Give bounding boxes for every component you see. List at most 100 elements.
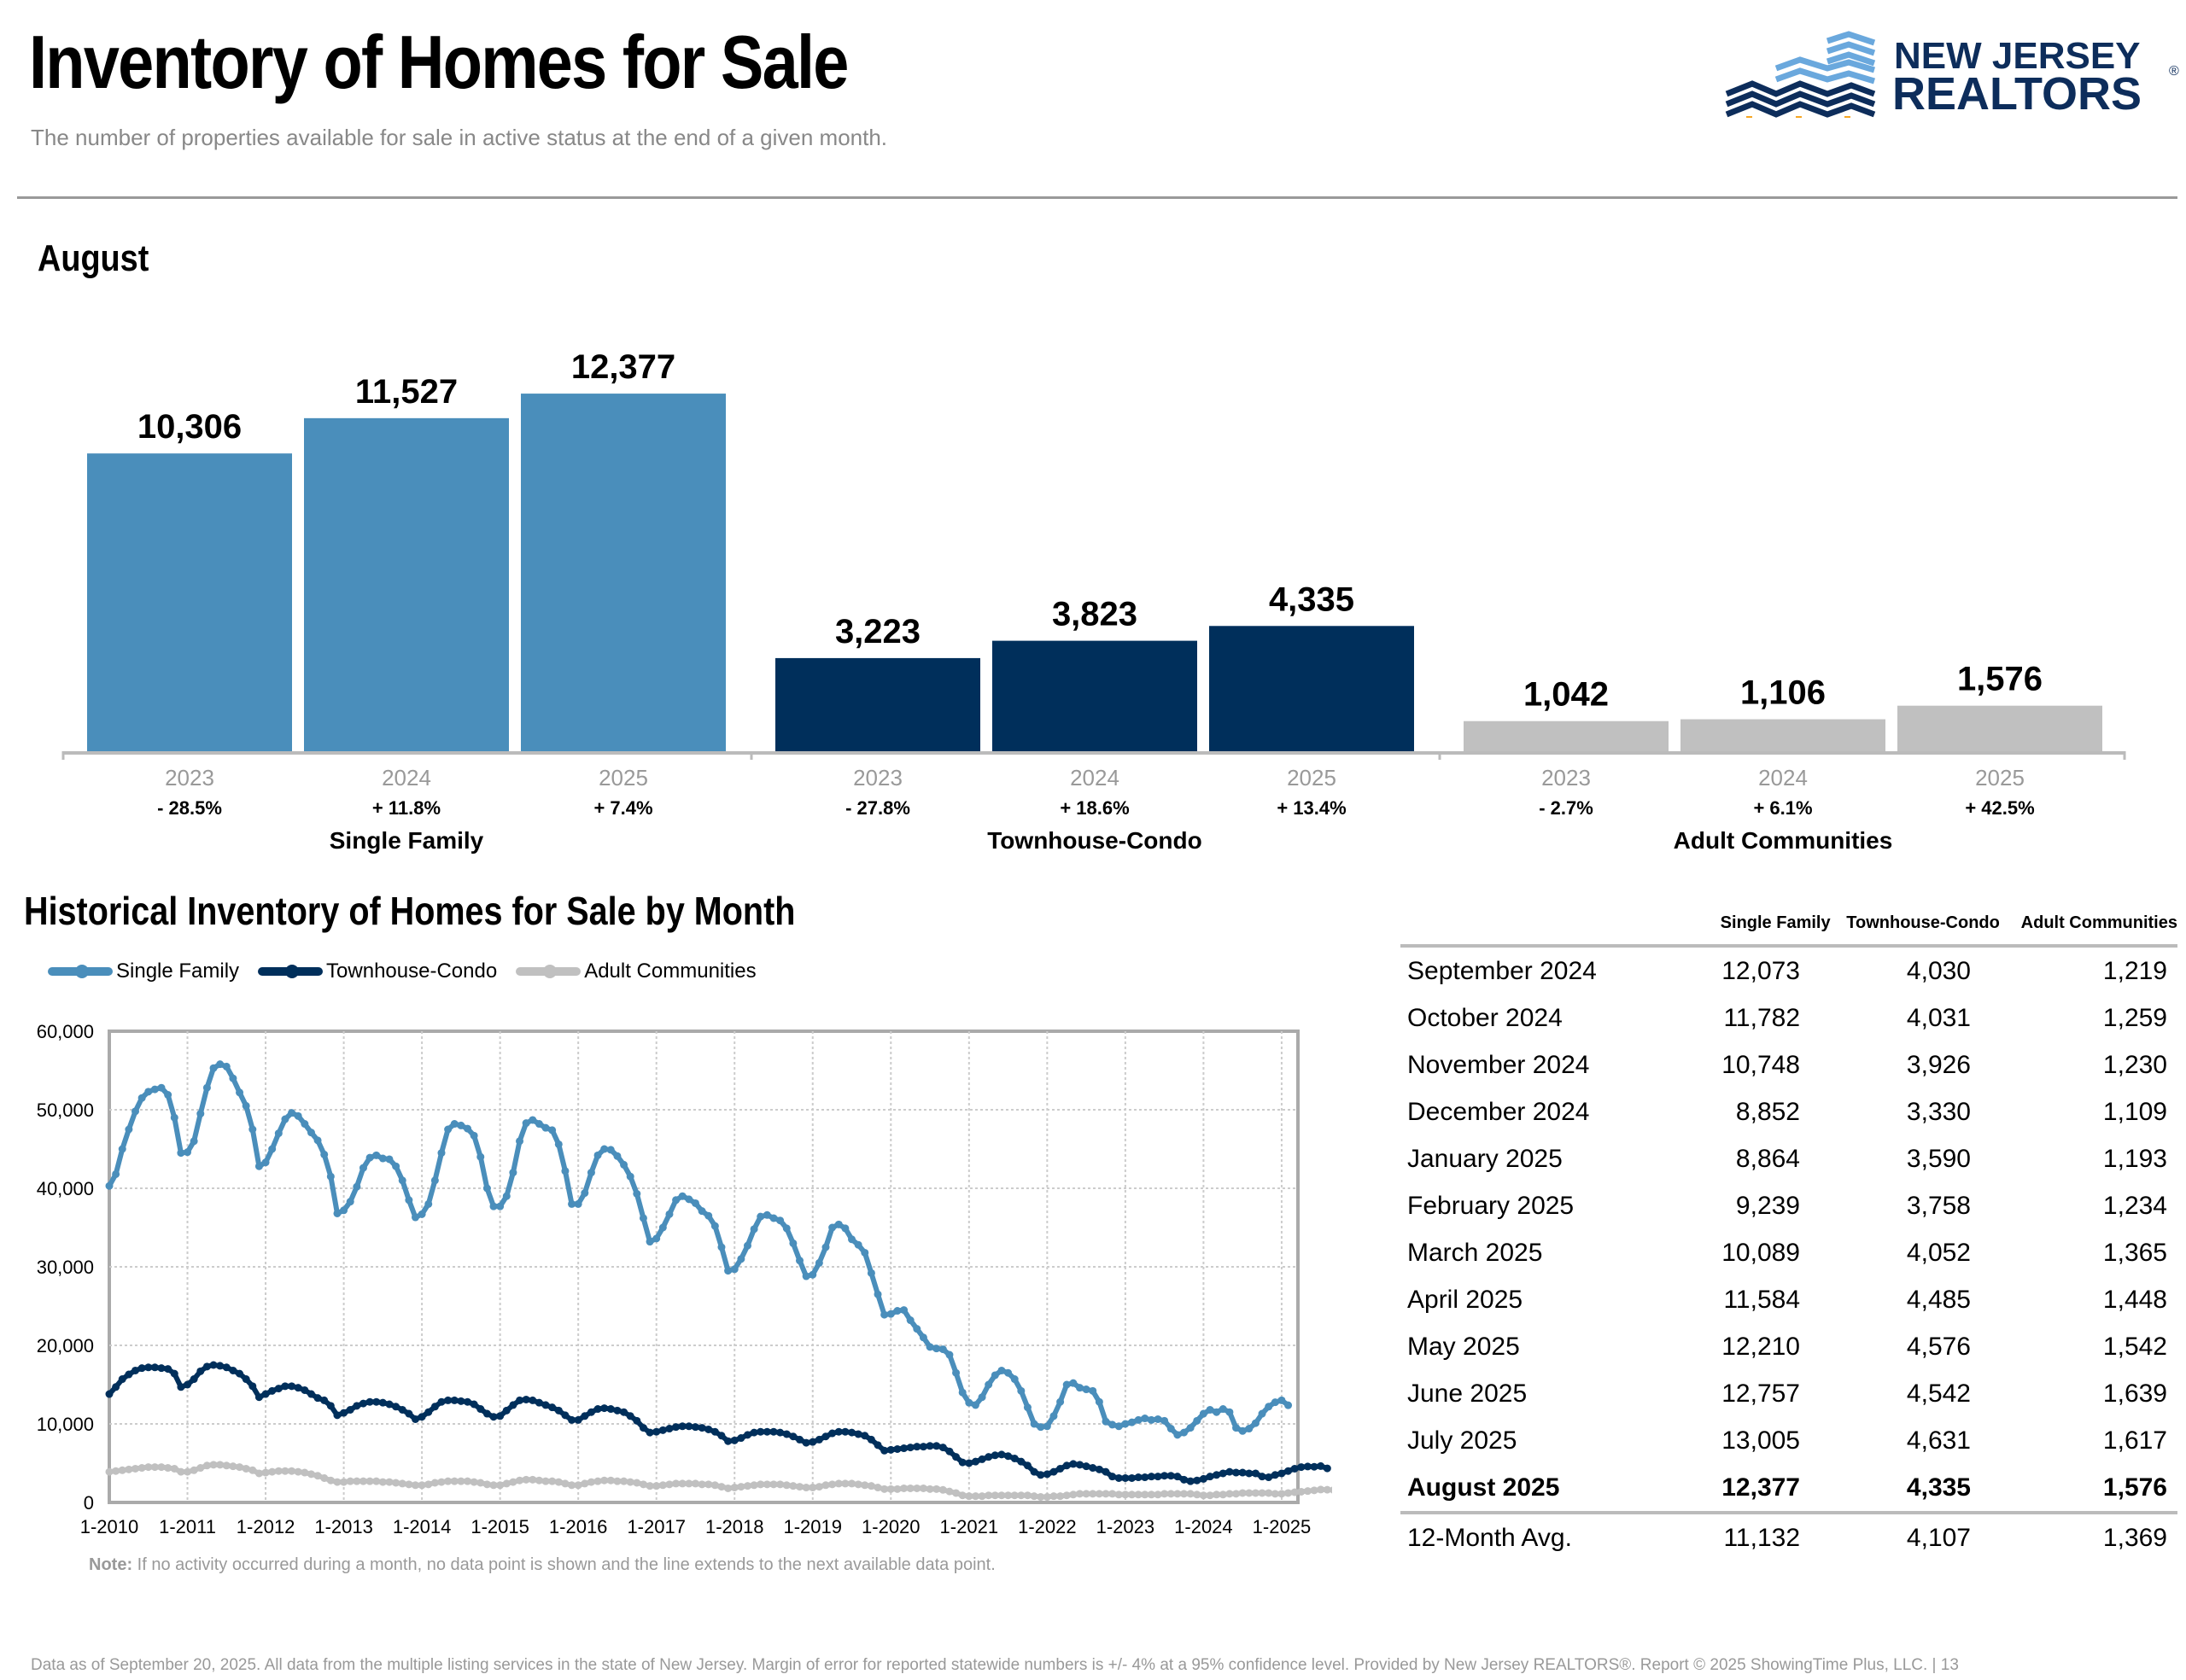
bar-value-label: 3,223 [835,613,921,650]
data-point [1095,1397,1103,1406]
cell-month: June 2025 [1407,1379,1528,1408]
data-point [678,1479,687,1488]
note-label: Note: [89,1555,133,1574]
data-point [1121,1420,1130,1428]
data-point [1265,1403,1273,1411]
data-point [281,1115,289,1123]
data-point [919,1443,927,1451]
data-point [1245,1489,1254,1497]
data-point [841,1427,850,1436]
data-point [698,1480,706,1489]
data-point [913,1443,921,1451]
data-point [1010,1454,1019,1462]
data-point [1121,1473,1130,1482]
cell-townhouse-condo: 4,030 [1906,956,1971,985]
data-point [958,1458,967,1467]
data-point [216,1461,225,1469]
data-point [1056,1464,1065,1473]
data-point [913,1325,921,1333]
data-point [274,1467,283,1475]
data-point [392,1479,400,1487]
data-point [854,1480,862,1489]
data-point [958,1491,967,1500]
bar-change-label: - 27.8% [845,797,910,819]
data-point [710,1481,719,1490]
cell-adult-communities: 1,448 [2102,1285,2167,1314]
cell-adult-communities: 1,639 [2102,1379,2167,1408]
data-point [848,1235,856,1244]
cell-month: April 2025 [1407,1285,1523,1314]
data-point [985,1491,993,1500]
data-point [685,1479,693,1488]
data-point [1284,1467,1293,1475]
data-point [177,1383,185,1391]
data-point [1265,1473,1273,1482]
table-row-current: August 2025 12,377 4,335 1,576 [1400,1464,2177,1511]
data-point [1284,1489,1293,1497]
data-point [704,1425,713,1433]
data-point [170,1113,178,1122]
legend-townhouse-condo: Townhouse-Condo [258,960,497,983]
table-row: December 2024 8,852 3,330 1,109 [1400,1088,2177,1135]
data-point [1082,1462,1090,1471]
data-point [1056,1397,1065,1406]
bar-group-label: Townhouse-Condo [987,827,1201,854]
series-single-family [105,1060,1293,1439]
data-point [307,1470,315,1479]
data-point [137,1364,146,1373]
x-tick-label: 1-2016 [549,1516,608,1537]
data-point [1134,1415,1143,1424]
data-point [1225,1490,1234,1498]
data-point [222,1461,231,1470]
data-point [874,1484,882,1492]
data-point [137,1464,146,1473]
data-point [1277,1396,1286,1404]
data-point [1173,1431,1182,1439]
data-point [372,1151,381,1159]
data-point [1219,1405,1227,1414]
data-point [1062,1461,1071,1470]
data-point [1186,1490,1195,1498]
data-point [730,1484,739,1492]
data-point [248,1466,257,1474]
bar-change-label: - 2.7% [1539,797,1593,819]
data-point [1128,1490,1137,1499]
data-point [900,1306,909,1315]
data-point [320,1473,329,1482]
data-point [150,1463,159,1472]
data-point [945,1487,954,1496]
data-point [190,1466,198,1474]
data-point [600,1476,609,1485]
data-point [281,1382,289,1391]
data-point [658,1481,667,1490]
data-point [170,1369,178,1378]
cell-single-family: 8,864 [1735,1144,1800,1173]
data-point [222,1363,231,1372]
data-point [359,1164,367,1172]
table-row: April 2025 11,584 4,485 1,448 [1400,1276,2177,1323]
data-point [333,1209,342,1217]
data-point [900,1444,909,1453]
data-point [710,1222,719,1230]
data-point [437,1478,446,1486]
data-point [978,1393,986,1402]
data-point [444,1125,453,1134]
data-point [691,1423,699,1432]
data-point [1193,1476,1201,1485]
data-point [1213,1408,1221,1416]
data-point [1114,1473,1123,1482]
data-point [209,1461,218,1469]
cell-adult-communities: 1,193 [2102,1144,2167,1173]
data-point [1166,1490,1175,1498]
data-point [1238,1468,1247,1477]
data-point [1082,1385,1090,1394]
legend-swatch-icon [258,965,324,978]
cell-townhouse-condo: 4,335 [1906,1473,1971,1502]
historical-line-chart: 0 10,000 20,000 30,000 40,000 50,000 60,000 1-2… [37,1021,1332,1537]
data-point [254,1162,263,1170]
data-point [418,1481,426,1490]
data-point [216,1362,225,1370]
data-point [125,1125,133,1134]
data-point [1330,1486,1332,1494]
data-point [581,1189,589,1198]
